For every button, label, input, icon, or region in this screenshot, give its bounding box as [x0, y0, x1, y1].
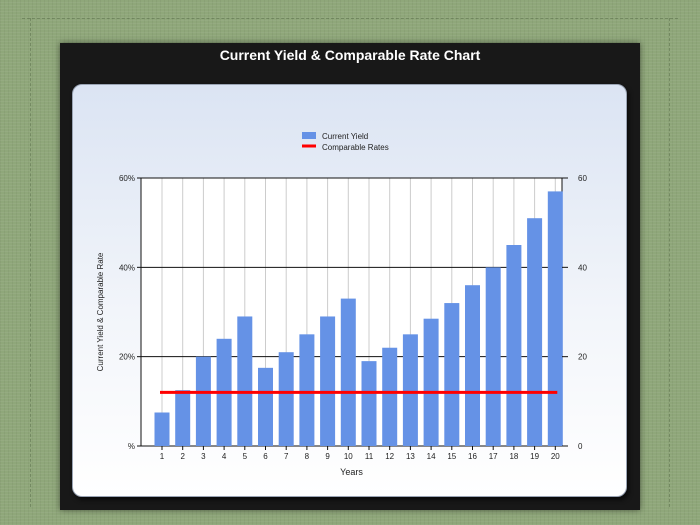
x-tick-label: 8: [305, 452, 310, 461]
y-tick-label-right: 20: [578, 353, 587, 362]
bar: [402, 334, 418, 446]
bar: [382, 347, 398, 446]
x-tick-label: 16: [468, 452, 477, 461]
chart-frame: Current Yield & Comparable Rate Chart % 0…: [60, 43, 640, 510]
bar: [465, 285, 480, 446]
stitch-top: [22, 18, 678, 19]
y-tick-label-right: 60: [578, 174, 587, 183]
x-tick-label: 4: [222, 452, 227, 461]
x-tick-label: 12: [385, 452, 394, 461]
x-tick-label: 11: [365, 452, 374, 461]
bar: [258, 367, 273, 446]
x-tick-label: 5: [243, 452, 248, 461]
y-tick-label-left: 60%: [119, 174, 135, 183]
x-tick-label: 2: [180, 452, 185, 461]
chart-panel: % 0 20% 20 40% 40 60% 60 1 2 3 4 5 6 7 8 9 10 11 12 13 14 15 16…: [72, 84, 627, 497]
x-tick-label: 13: [406, 452, 415, 461]
bar: [154, 412, 170, 446]
x-tick-label: 18: [509, 452, 518, 461]
legend-label-current-yield: Current Yield: [322, 132, 368, 141]
stitch-left: [30, 18, 31, 507]
legend-swatch-current-yield: [302, 132, 316, 139]
x-tick-label: 6: [263, 452, 268, 461]
y-tick-label-left: 20%: [119, 353, 135, 362]
bar: [444, 303, 460, 446]
x-tick-label: 14: [427, 452, 436, 461]
x-tick-label: 10: [344, 452, 353, 461]
x-tick-label: 19: [530, 452, 539, 461]
y-tick-label-left: %: [128, 442, 135, 451]
chart-title: Current Yield & Comparable Rate Chart: [219, 47, 481, 63]
x-tick-label: 3: [201, 452, 206, 461]
y-tick-label-right: 0: [578, 442, 583, 451]
bar: [340, 298, 356, 446]
bar: [299, 334, 315, 446]
bar: [278, 352, 294, 446]
x-axis-label: Years: [340, 467, 363, 477]
stitch-right: [669, 18, 670, 507]
bar: [506, 245, 522, 446]
y-tick-label-left: 40%: [119, 263, 135, 272]
bar: [175, 390, 191, 446]
legend-swatch-comparable-rates: [302, 144, 316, 148]
bar: [320, 316, 336, 446]
x-tick-label: 1: [160, 452, 165, 461]
bar: [485, 267, 501, 446]
y-tick-label-right: 40: [578, 263, 587, 272]
bar: [547, 191, 563, 446]
x-tick-label: 17: [489, 452, 498, 461]
bar: [361, 361, 377, 446]
bar: [195, 356, 211, 446]
x-tick-label: 20: [551, 452, 560, 461]
bar: [237, 316, 253, 446]
x-tick-label: 9: [325, 452, 330, 461]
bar: [423, 318, 439, 446]
x-tick-label: 7: [284, 452, 289, 461]
bar: [527, 218, 543, 446]
x-tick-label: 15: [447, 452, 456, 461]
y-axis-label: Current Yield & Comparable Rate: [96, 252, 105, 371]
legend-label-comparable-rates: Comparable Rates: [322, 143, 389, 152]
